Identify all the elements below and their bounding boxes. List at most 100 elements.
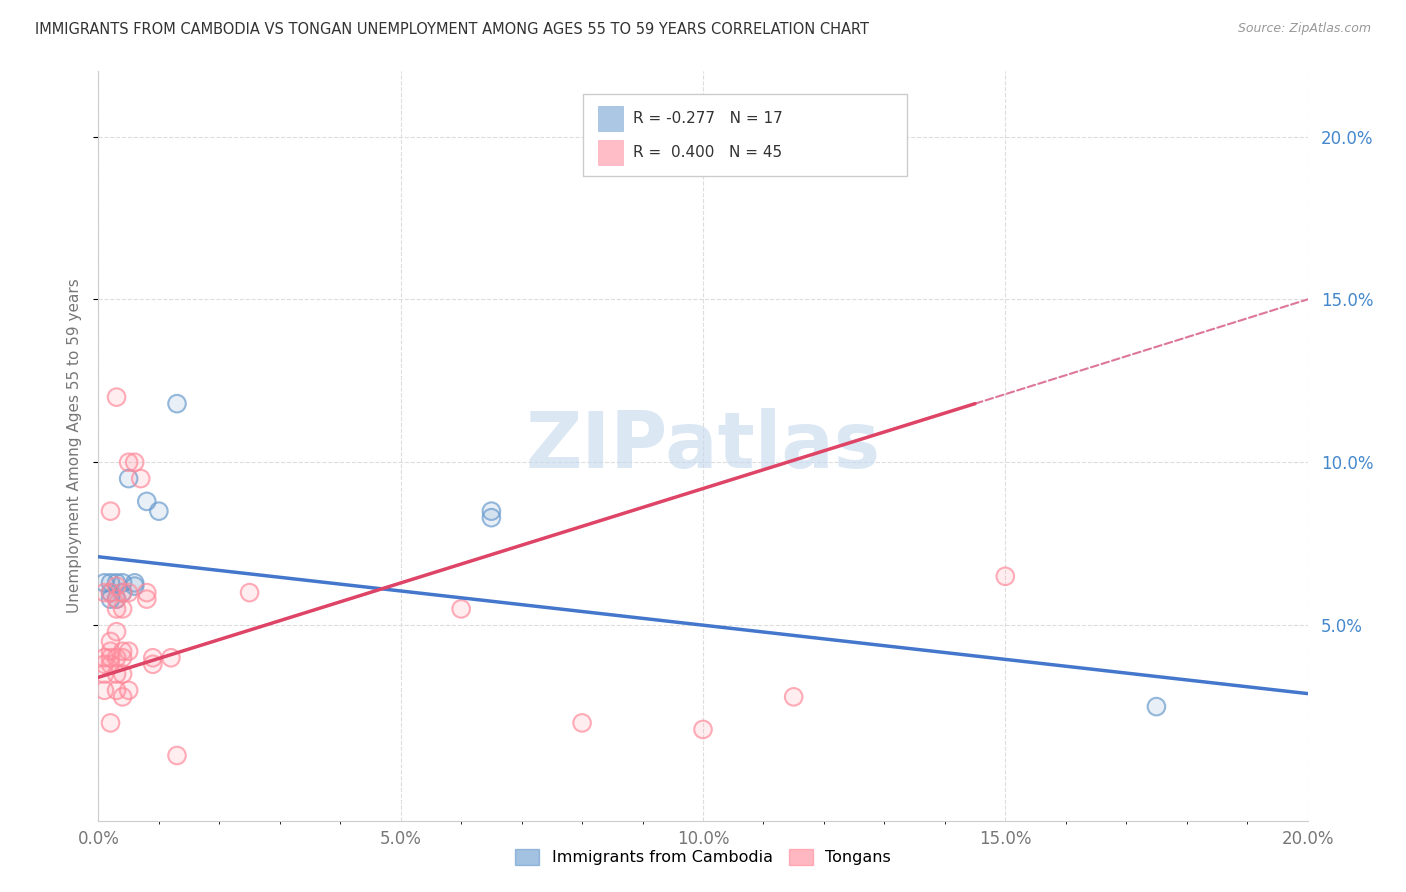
Point <box>118 455 141 469</box>
Point <box>111 602 134 616</box>
Point <box>692 723 714 737</box>
Point <box>481 510 503 524</box>
Point <box>105 390 128 404</box>
Point <box>111 650 134 665</box>
Point <box>692 723 714 737</box>
Point <box>105 575 128 590</box>
Point <box>111 585 134 599</box>
Point <box>124 455 146 469</box>
Point <box>93 667 115 681</box>
Point <box>142 650 165 665</box>
Point <box>93 657 115 672</box>
Point <box>118 683 141 698</box>
Point <box>105 575 128 590</box>
Point <box>1144 699 1167 714</box>
Point <box>100 592 122 607</box>
Point <box>481 510 503 524</box>
Point <box>118 472 141 486</box>
Point <box>93 657 115 672</box>
Point <box>105 592 128 607</box>
Point <box>100 644 122 658</box>
Point <box>105 390 128 404</box>
Point <box>118 472 141 486</box>
Point <box>93 585 115 599</box>
Point <box>142 657 165 672</box>
Point <box>111 644 134 658</box>
Point <box>160 650 183 665</box>
Point <box>93 575 115 590</box>
Point <box>994 569 1017 583</box>
Point <box>124 579 146 593</box>
Point <box>100 644 122 658</box>
Point <box>118 644 141 658</box>
Point <box>111 575 134 590</box>
Text: ZIPatlas: ZIPatlas <box>526 408 880 484</box>
Point <box>148 504 170 518</box>
Y-axis label: Unemployment Among Ages 55 to 59 years: Unemployment Among Ages 55 to 59 years <box>67 278 83 614</box>
Point <box>100 650 122 665</box>
Point <box>93 650 115 665</box>
Point <box>571 715 593 730</box>
Point <box>118 585 141 599</box>
Legend: Immigrants from Cambodia, Tongans: Immigrants from Cambodia, Tongans <box>515 848 891 865</box>
Point <box>100 650 122 665</box>
Point <box>450 602 472 616</box>
Point <box>135 585 157 599</box>
Point <box>105 667 128 681</box>
Point <box>118 683 141 698</box>
Point <box>100 504 122 518</box>
Text: R = -0.277   N = 17: R = -0.277 N = 17 <box>633 111 783 126</box>
Point <box>142 650 165 665</box>
Point <box>239 585 262 599</box>
Point <box>124 579 146 593</box>
Point <box>111 690 134 704</box>
Point <box>105 683 128 698</box>
Point <box>160 650 183 665</box>
Point <box>1144 699 1167 714</box>
Point <box>111 585 134 599</box>
Point <box>450 602 472 616</box>
Point <box>129 472 152 486</box>
Point <box>111 667 134 681</box>
Point <box>105 683 128 698</box>
Point <box>105 602 128 616</box>
Point <box>118 585 141 599</box>
Point <box>105 624 128 639</box>
Point <box>135 585 157 599</box>
Point <box>100 585 122 599</box>
Point <box>93 650 115 665</box>
Point <box>100 715 122 730</box>
Point <box>994 569 1017 583</box>
Point <box>135 592 157 607</box>
Point <box>111 602 134 616</box>
Point <box>111 690 134 704</box>
Point <box>129 472 152 486</box>
Point <box>111 650 134 665</box>
Point <box>124 455 146 469</box>
Point <box>135 592 157 607</box>
Point <box>105 624 128 639</box>
Point <box>166 748 188 763</box>
Point <box>105 592 128 607</box>
Text: R =  0.400   N = 45: R = 0.400 N = 45 <box>633 145 782 161</box>
Point <box>783 690 806 704</box>
Point <box>692 113 714 128</box>
Point <box>105 579 128 593</box>
Point <box>105 579 128 593</box>
Point <box>100 504 122 518</box>
Point <box>111 585 134 599</box>
Point <box>481 504 503 518</box>
Point <box>148 504 170 518</box>
Point <box>124 575 146 590</box>
Point <box>111 575 134 590</box>
Point <box>239 585 262 599</box>
Point <box>142 657 165 672</box>
Point <box>100 575 122 590</box>
Point <box>105 650 128 665</box>
Point <box>100 575 122 590</box>
Point <box>93 683 115 698</box>
Point <box>166 397 188 411</box>
Point <box>111 585 134 599</box>
Text: IMMIGRANTS FROM CAMBODIA VS TONGAN UNEMPLOYMENT AMONG AGES 55 TO 59 YEARS CORREL: IMMIGRANTS FROM CAMBODIA VS TONGAN UNEMP… <box>35 22 869 37</box>
Point <box>93 575 115 590</box>
